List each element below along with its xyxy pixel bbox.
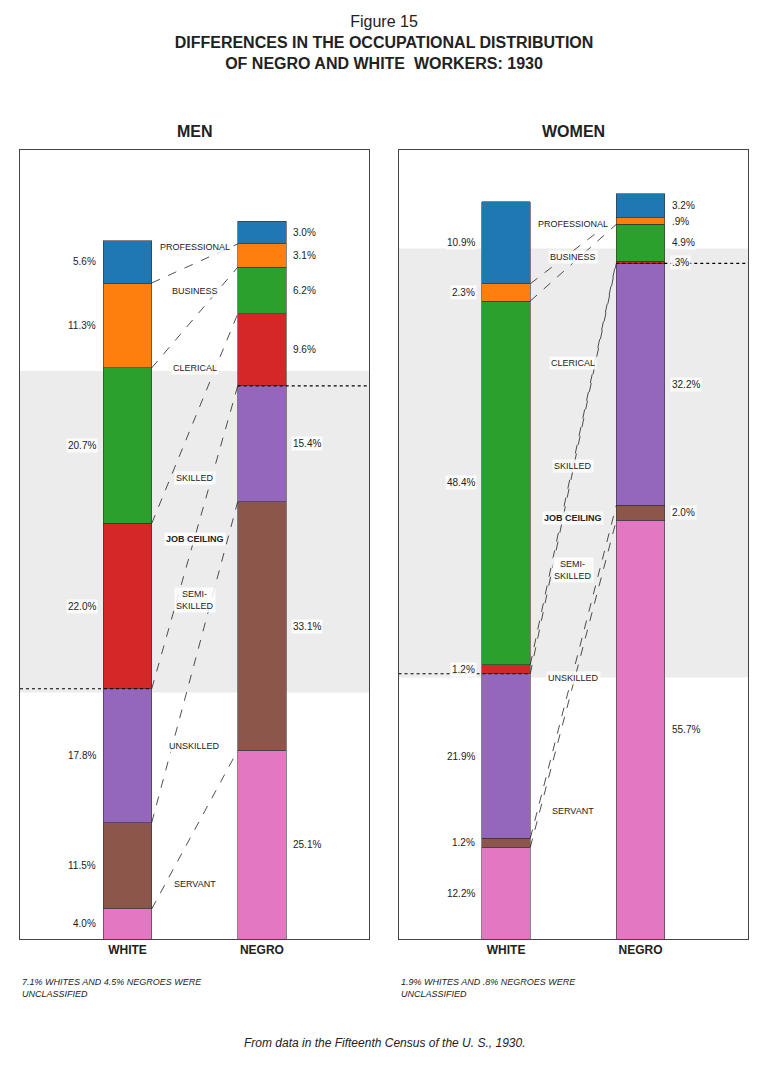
svg-text:22.0%: 22.0% — [68, 601, 96, 612]
svg-text:CLERICAL: CLERICAL — [173, 363, 217, 373]
svg-text:WHITE: WHITE — [487, 943, 526, 957]
svg-text:15.4%: 15.4% — [293, 438, 321, 449]
svg-text:4.0%: 4.0% — [73, 918, 96, 929]
svg-text:3.2%: 3.2% — [672, 200, 695, 211]
svg-text:5.6%: 5.6% — [73, 256, 96, 267]
svg-text:48.4%: 48.4% — [447, 477, 475, 488]
svg-text:33.1%: 33.1% — [293, 621, 321, 632]
svg-text:NEGRO: NEGRO — [240, 943, 284, 957]
svg-text:BUSINESS: BUSINESS — [550, 252, 596, 262]
svg-text:JOB CEILING: JOB CEILING — [166, 534, 224, 544]
svg-text:9.6%: 9.6% — [293, 344, 316, 355]
svg-text:1.2%: 1.2% — [452, 664, 475, 675]
svg-text:2.0%: 2.0% — [672, 507, 695, 518]
svg-text:32.2%: 32.2% — [672, 379, 700, 390]
svg-text:10.9%: 10.9% — [447, 237, 475, 248]
svg-text:3.0%: 3.0% — [293, 227, 316, 238]
svg-text:UNSKILLED: UNSKILLED — [548, 673, 599, 683]
svg-text:55.7%: 55.7% — [672, 724, 700, 735]
svg-text:20.7%: 20.7% — [68, 440, 96, 451]
svg-text:SEMI-SKILLED: SEMI-SKILLED — [554, 559, 592, 581]
svg-text:BUSINESS: BUSINESS — [172, 286, 218, 296]
svg-text:11.3%: 11.3% — [68, 320, 96, 331]
svg-text:4.9%: 4.9% — [672, 237, 695, 248]
svg-text:11.5%: 11.5% — [68, 860, 96, 871]
svg-text:SKILLED: SKILLED — [176, 473, 214, 483]
svg-text:2.3%: 2.3% — [452, 287, 475, 298]
svg-text:MEN: MEN — [177, 123, 213, 140]
svg-text:JOB CEILING: JOB CEILING — [544, 513, 602, 523]
svg-text:1.2%: 1.2% — [452, 837, 475, 848]
svg-text:WOMEN: WOMEN — [542, 123, 605, 140]
svg-text:SERVANT: SERVANT — [174, 879, 216, 889]
svg-text:Figure 15DIFFERENCES IN THE OC: Figure 15DIFFERENCES IN THE OCCUPATIONAL… — [175, 13, 594, 72]
svg-text:.9%: .9% — [672, 216, 689, 227]
svg-text:CLERICAL: CLERICAL — [551, 358, 595, 368]
svg-text:SKILLED: SKILLED — [554, 461, 592, 471]
svg-text:6.2%: 6.2% — [293, 285, 316, 296]
svg-text:.3%: .3% — [672, 257, 689, 268]
svg-text:17.8%: 17.8% — [68, 750, 96, 761]
svg-text:7.1% WHITES AND 4.5% NEGROES W: 7.1% WHITES AND 4.5% NEGROES WEREUNCLASS… — [22, 977, 202, 999]
svg-text:12.2%: 12.2% — [447, 888, 475, 899]
svg-text:3.1%: 3.1% — [293, 250, 316, 261]
svg-text:25.1%: 25.1% — [293, 839, 321, 850]
svg-text:1.9% WHITES AND .8% NEGROES WE: 1.9% WHITES AND .8% NEGROES WEREUNCLASSI… — [401, 977, 576, 999]
svg-text:SEMI-SKILLED: SEMI-SKILLED — [176, 589, 214, 611]
svg-text:WHITE: WHITE — [108, 943, 147, 957]
svg-text:UNSKILLED: UNSKILLED — [169, 741, 220, 751]
svg-text:SERVANT: SERVANT — [552, 806, 594, 816]
svg-text:PROFESSIONAL: PROFESSIONAL — [160, 242, 230, 252]
svg-text:From data in the Fifteenth Cen: From data in the Fifteenth Census of the… — [244, 1036, 525, 1050]
svg-text:21.9%: 21.9% — [447, 751, 475, 762]
svg-text:NEGRO: NEGRO — [618, 943, 662, 957]
svg-text:PROFESSIONAL: PROFESSIONAL — [538, 219, 608, 229]
